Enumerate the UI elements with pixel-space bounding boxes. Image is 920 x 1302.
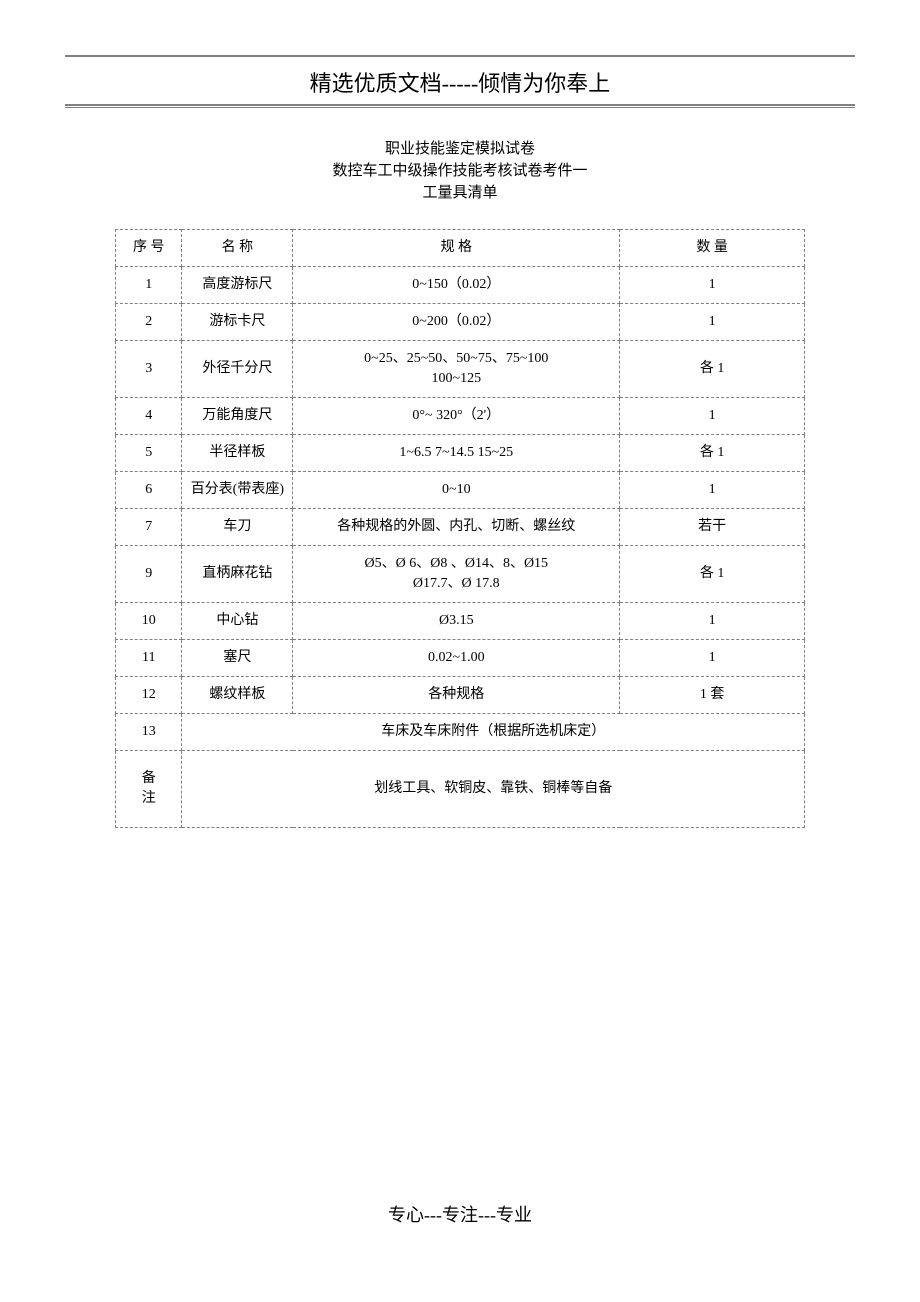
cell-qty: 若干 xyxy=(620,509,805,546)
cell-name: 车刀 xyxy=(182,509,293,546)
cell-seq: 1 xyxy=(116,267,182,304)
header-spec: 规 格 xyxy=(293,230,620,267)
cell-qty: 各 1 xyxy=(620,546,805,603)
cell-qty: 1 xyxy=(620,472,805,509)
cell-name: 螺纹样板 xyxy=(182,677,293,714)
title-line-3: 工量具清单 xyxy=(0,182,920,204)
cell-name: 半径样板 xyxy=(182,435,293,472)
title-block: 职业技能鉴定模拟试卷 数控车工中级操作技能考核试卷考件一 工量具清单 xyxy=(0,138,920,204)
cell-qty: 1 xyxy=(620,267,805,304)
cell-qty: 1 xyxy=(620,304,805,341)
cell-qty: 各 1 xyxy=(620,341,805,398)
cell-spec: 0~200（0.02） xyxy=(293,304,620,341)
cell-seq: 12 xyxy=(116,677,182,714)
table-row: 10 中心钻 Ø3.15 1 xyxy=(116,603,805,640)
remark-label: 备注 xyxy=(116,751,182,828)
table-row: 12 螺纹样板 各种规格 1 套 xyxy=(116,677,805,714)
table-row: 3 外径千分尺 0~25、25~50、50~75、75~100100~125 各… xyxy=(116,341,805,398)
cell-spec: 0~10 xyxy=(293,472,620,509)
tool-list-table: 序 号 名 称 规 格 数 量 1 高度游标尺 0~150（0.02） 1 2 … xyxy=(115,229,805,828)
cell-spec: Ø3.15 xyxy=(293,603,620,640)
cell-merged-content: 车床及车床附件（根据所选机床定） xyxy=(182,714,805,751)
cell-seq: 9 xyxy=(116,546,182,603)
cell-name: 万能角度尺 xyxy=(182,398,293,435)
header-seq: 序 号 xyxy=(116,230,182,267)
cell-seq: 6 xyxy=(116,472,182,509)
title-line-1: 职业技能鉴定模拟试卷 xyxy=(0,138,920,160)
header-rule-mid xyxy=(65,104,855,106)
cell-spec: 0~150（0.02） xyxy=(293,267,620,304)
cell-name: 百分表(带表座) xyxy=(182,472,293,509)
cell-spec: Ø5、Ø 6、Ø8 、Ø14、8、Ø15Ø17.7、Ø 17.8 xyxy=(293,546,620,603)
table-remark-row: 备注 划线工具、软铜皮、靠铁、铜棒等自备 xyxy=(116,751,805,828)
page-header: 精选优质文档-----倾情为你奉上 xyxy=(0,0,920,108)
table-row: 7 车刀 各种规格的外圆、内孔、切断、螺丝纹 若干 xyxy=(116,509,805,546)
cell-seq: 5 xyxy=(116,435,182,472)
cell-spec: 1~6.5 7~14.5 15~25 xyxy=(293,435,620,472)
header-qty: 数 量 xyxy=(620,230,805,267)
cell-name: 高度游标尺 xyxy=(182,267,293,304)
header-rule-top xyxy=(65,55,855,57)
cell-spec: 各种规格 xyxy=(293,677,620,714)
table-row-13: 13 车床及车床附件（根据所选机床定） xyxy=(116,714,805,751)
table-header-row: 序 号 名 称 规 格 数 量 xyxy=(116,230,805,267)
cell-qty: 1 xyxy=(620,603,805,640)
table-row: 11 塞尺 0.02~1.00 1 xyxy=(116,640,805,677)
remark-content: 划线工具、软铜皮、靠铁、铜棒等自备 xyxy=(182,751,805,828)
cell-seq: 11 xyxy=(116,640,182,677)
cell-seq: 3 xyxy=(116,341,182,398)
cell-seq: 10 xyxy=(116,603,182,640)
table-row: 2 游标卡尺 0~200（0.02） 1 xyxy=(116,304,805,341)
cell-qty: 1 xyxy=(620,640,805,677)
cell-qty: 1 套 xyxy=(620,677,805,714)
page-footer: 专心---专注---专业 xyxy=(0,1201,920,1227)
table-row: 6 百分表(带表座) 0~10 1 xyxy=(116,472,805,509)
header-rule-bottom xyxy=(65,107,855,108)
cell-name: 游标卡尺 xyxy=(182,304,293,341)
table-row: 4 万能角度尺 0°~ 320°（2'） 1 xyxy=(116,398,805,435)
cell-spec: 0~25、25~50、50~75、75~100100~125 xyxy=(293,341,620,398)
cell-seq: 4 xyxy=(116,398,182,435)
cell-name: 塞尺 xyxy=(182,640,293,677)
title-line-2: 数控车工中级操作技能考核试卷考件一 xyxy=(0,160,920,182)
cell-name: 外径千分尺 xyxy=(182,341,293,398)
cell-qty: 1 xyxy=(620,398,805,435)
tool-list-table-container: 序 号 名 称 规 格 数 量 1 高度游标尺 0~150（0.02） 1 2 … xyxy=(115,229,805,828)
cell-name: 中心钻 xyxy=(182,603,293,640)
cell-name: 直柄麻花钻 xyxy=(182,546,293,603)
cell-spec: 0°~ 320°（2'） xyxy=(293,398,620,435)
cell-seq: 2 xyxy=(116,304,182,341)
cell-seq: 7 xyxy=(116,509,182,546)
table-row: 5 半径样板 1~6.5 7~14.5 15~25 各 1 xyxy=(116,435,805,472)
header-name: 名 称 xyxy=(182,230,293,267)
cell-spec: 各种规格的外圆、内孔、切断、螺丝纹 xyxy=(293,509,620,546)
cell-qty: 各 1 xyxy=(620,435,805,472)
table-row: 9 直柄麻花钻 Ø5、Ø 6、Ø8 、Ø14、8、Ø15Ø17.7、Ø 17.8… xyxy=(116,546,805,603)
cell-spec: 0.02~1.00 xyxy=(293,640,620,677)
cell-seq: 13 xyxy=(116,714,182,751)
header-text: 精选优质文档-----倾情为你奉上 xyxy=(0,58,920,104)
table-row: 1 高度游标尺 0~150（0.02） 1 xyxy=(116,267,805,304)
